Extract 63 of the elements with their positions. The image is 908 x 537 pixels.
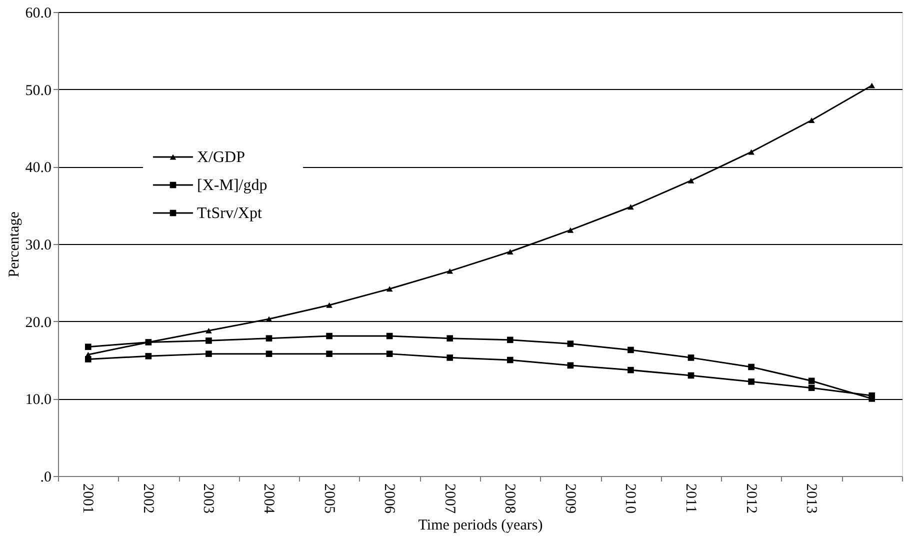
point — [326, 302, 332, 308]
y-tick-label: 40.0 — [25, 160, 52, 176]
point — [808, 118, 815, 124]
x-tick-label: 2010 — [622, 484, 638, 514]
point — [628, 204, 634, 210]
point — [868, 82, 876, 88]
point — [688, 178, 694, 184]
point — [206, 328, 212, 334]
y-tick-label: 50.0 — [25, 82, 52, 99]
point — [506, 356, 514, 364]
legend-label: X/GDP — [197, 149, 246, 166]
point — [266, 335, 272, 342]
point — [506, 336, 514, 344]
point — [808, 378, 815, 384]
legend-label: TtSrv/Xpt — [197, 205, 262, 222]
x-tick-label: 2007 — [441, 484, 458, 514]
y-axis-title: Percentage — [6, 211, 22, 278]
point — [868, 392, 876, 399]
point — [567, 362, 574, 369]
point — [266, 316, 272, 322]
x-tick-label: 2013 — [803, 484, 820, 514]
point — [688, 354, 694, 361]
point — [206, 350, 212, 357]
point — [326, 332, 332, 340]
x-tick-label: 2004 — [260, 484, 276, 514]
point — [628, 366, 634, 374]
point — [567, 227, 574, 233]
x-tick-label: 2002 — [140, 484, 156, 514]
x-tick-label: 2008 — [502, 484, 518, 514]
point — [688, 372, 694, 379]
x-tick-label: 2003 — [200, 484, 216, 514]
point — [808, 384, 815, 392]
x-tick-label: 2009 — [562, 484, 578, 514]
y-tick-label: 60.0 — [25, 6, 52, 22]
point — [748, 378, 754, 385]
point — [206, 338, 212, 344]
legend-label: [X-M]/gdp — [197, 177, 268, 194]
y-tick-label: 30.0 — [25, 238, 52, 254]
y-tick-label: 10.0 — [25, 392, 52, 408]
point — [748, 364, 754, 370]
point — [506, 248, 514, 254]
point — [446, 335, 454, 342]
point — [145, 352, 152, 360]
point — [326, 350, 332, 357]
y-tick-label: 20.0 — [25, 314, 52, 331]
point — [386, 286, 393, 292]
point — [446, 268, 454, 274]
point — [748, 149, 754, 155]
x-tick-label: 2001 — [80, 484, 96, 514]
x-tick-label: 2011 — [682, 484, 698, 513]
x-tick-label: 2006 — [381, 484, 398, 514]
x-tick-label: 2012 — [742, 484, 759, 514]
point — [84, 344, 92, 350]
point — [266, 350, 272, 357]
point — [386, 332, 393, 340]
point — [628, 346, 634, 354]
point — [446, 354, 454, 361]
point — [84, 356, 92, 362]
x-tick-label: 2005 — [320, 484, 337, 514]
point — [386, 350, 393, 357]
x-axis-title: Time periods (years) — [418, 518, 543, 534]
y-tick-label: .0 — [40, 470, 52, 486]
point — [567, 340, 574, 347]
